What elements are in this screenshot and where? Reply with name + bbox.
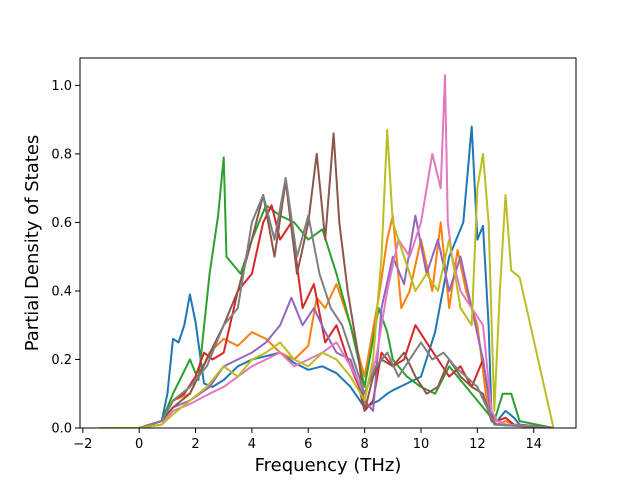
y-tick-label: 0.8 [51, 147, 72, 162]
x-tick-label: 6 [304, 437, 312, 452]
series-layer [99, 74, 555, 428]
x-tick-label: −2 [73, 437, 92, 452]
series-line-4 [99, 204, 554, 428]
x-tick-label: 14 [525, 437, 542, 452]
y-tick-label: 0.0 [51, 422, 72, 437]
x-tick-label: 2 [191, 437, 199, 452]
x-axis-ticks: −2 0 2 4 6 8 10 12 14 [73, 428, 542, 452]
y-tick-label: 0.2 [51, 353, 72, 368]
y-tick-label: 1.0 [51, 79, 72, 94]
y-axis-ticks: 0.0 0.2 0.4 0.6 0.8 1.0 [51, 79, 80, 437]
x-tick-label: 10 [413, 437, 430, 452]
series-line-8 [99, 176, 554, 428]
axes-frame [79, 57, 577, 429]
y-tick-label: 0.4 [51, 284, 72, 299]
x-tick-label: 12 [469, 437, 486, 452]
x-tick-label: 4 [248, 437, 256, 452]
x-axis-label: Frequency (THz) [255, 455, 402, 476]
y-tick-label: 0.6 [51, 216, 72, 231]
y-axis-label: Partial Density of States [22, 135, 43, 352]
x-tick-label: 8 [360, 437, 368, 452]
series-line-1 [99, 125, 554, 428]
x-tick-label: 0 [135, 437, 143, 452]
series-line-5 [99, 214, 554, 428]
series-line-9 [99, 128, 555, 428]
